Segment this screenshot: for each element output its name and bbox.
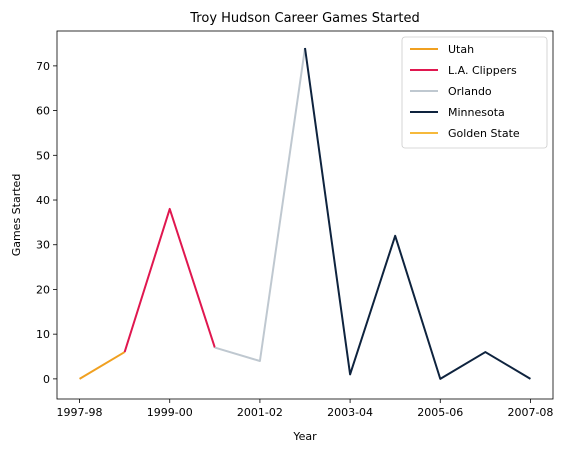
legend-box <box>401 36 548 149</box>
y-tick-label: 50 <box>36 149 50 162</box>
x-tick-label: 2005-06 <box>417 406 463 419</box>
y-tick-label: 20 <box>36 283 50 296</box>
y-tick-label: 60 <box>36 105 50 118</box>
y-tick-label: 40 <box>36 194 50 207</box>
x-axis-label: Year <box>292 430 317 443</box>
legend-label: Golden State <box>448 127 520 140</box>
legend-label: Orlando <box>448 85 492 98</box>
x-tick-label: 2001-02 <box>237 406 283 419</box>
plot-frame <box>56 30 554 400</box>
chart-title: Troy Hudson Career Games Started <box>189 11 419 26</box>
legend-label: Minnesota <box>448 106 505 119</box>
legend: Utah L.A. Clippers Orlando Minnesota Golden … <box>401 36 548 149</box>
x-tick-label: 1999-00 <box>147 406 193 419</box>
y-tick-label: 10 <box>36 328 50 341</box>
y-tick-label: 0 <box>43 373 50 386</box>
series-line-l-a-clippers <box>123 207 216 353</box>
y-axis: 0 10 20 30 40 50 60 70 <box>36 60 57 386</box>
plot-area <box>79 47 531 380</box>
y-tick-label: 70 <box>36 60 50 73</box>
series-line-orlando <box>214 47 306 362</box>
legend-label: L.A. Clippers <box>448 64 517 77</box>
y-axis-label: Games Started <box>10 174 23 257</box>
series-line-minnesota <box>304 47 531 380</box>
x-tick-label: 1997-98 <box>57 406 103 419</box>
series-line-utah <box>79 351 126 380</box>
x-tick-label: 2007-08 <box>507 406 553 419</box>
x-axis: 1997-98 1999-00 2001-02 2003-04 2005-06 2007-… <box>57 399 553 419</box>
legend-label: Utah <box>448 43 474 56</box>
y-tick-label: 30 <box>36 239 50 252</box>
x-tick-label: 2003-04 <box>327 406 373 419</box>
